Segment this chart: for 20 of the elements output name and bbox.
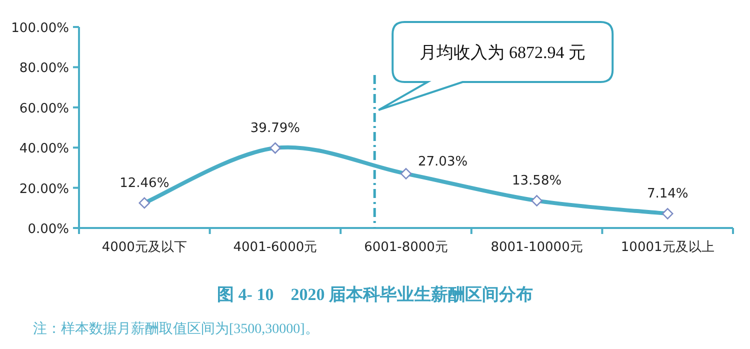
data-label: 13.58% [512, 174, 562, 189]
callout: 月均收入为 6872.94 元 [378, 21, 614, 111]
data-label: 12.46% [120, 176, 170, 191]
text: 注：样本数据月薪酬取值区间为[3500,30000]。 [33, 321, 319, 337]
ref-line-label: 月均收入为 6872.94 元 [420, 43, 586, 62]
x-tick-label: 8001-10000元 [490, 240, 583, 255]
x-tick-label: 4000元及以下 [102, 240, 187, 255]
y-tick-label: 80.00% [19, 61, 69, 76]
data-label: 39.79% [250, 121, 300, 136]
text: 图 4- 10 2020 届本科毕业生薪酬区间分布 [217, 285, 533, 304]
y-tick-label: 60.00% [19, 101, 69, 116]
x-tick-label: 6001-8000元 [364, 240, 448, 255]
data-label: 27.03% [418, 154, 468, 170]
y-tick-label: 100.00% [11, 21, 69, 36]
y-tick-label: 20.00% [19, 182, 69, 197]
y-tick-label: 0.00% [28, 222, 69, 237]
data-label: 7.14% [646, 186, 688, 202]
x-tick-label: 4001-6000元 [233, 240, 318, 255]
x-tick-label: 10001元及以上 [620, 240, 714, 255]
y-tick-label: 40.00% [19, 142, 69, 157]
